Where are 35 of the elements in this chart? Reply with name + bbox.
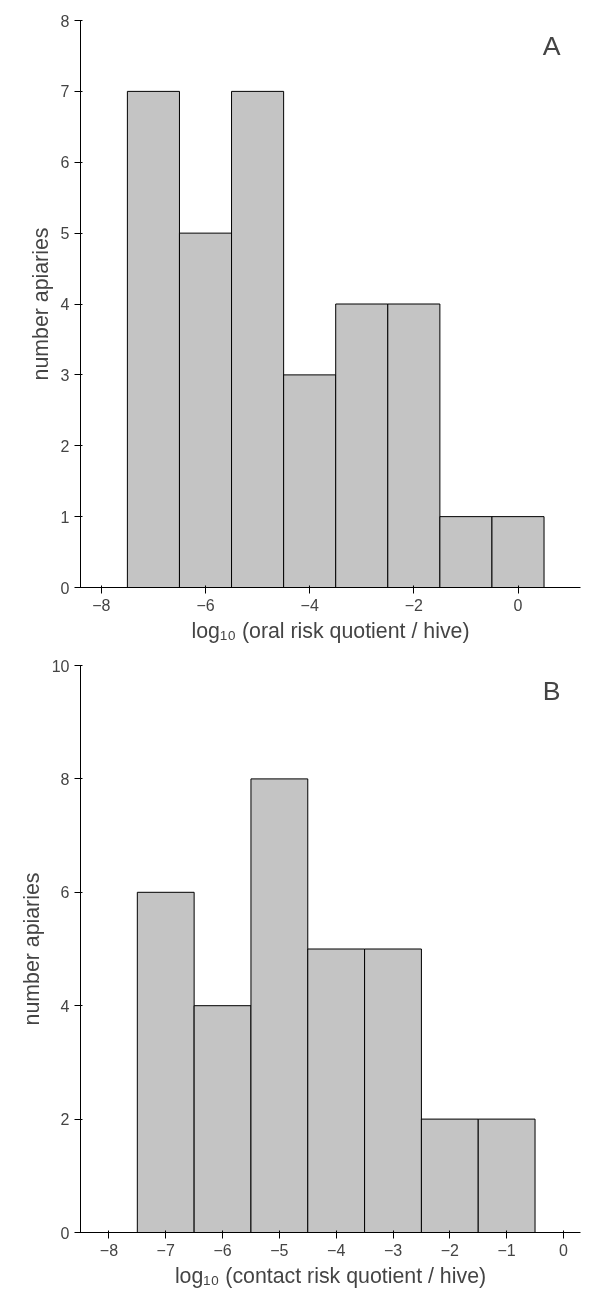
y-tick-label: 0: [60, 1224, 70, 1242]
annotation: B: [542, 675, 561, 706]
y-tick-label: 4: [60, 296, 70, 313]
x-tick-label: −4: [327, 1241, 346, 1259]
annotation: A: [542, 30, 561, 61]
y-tick-label: 0: [60, 579, 70, 597]
x-tick-label: −8: [99, 1241, 119, 1259]
y-axis-title: number apiaries: [19, 872, 44, 1026]
y-tick-label: 2: [60, 1111, 70, 1129]
x-tick-label: 0: [559, 1241, 569, 1259]
x-tick-label: −3: [383, 1241, 403, 1259]
y-tick-label: 5: [60, 225, 70, 243]
y-tick-label: 1: [60, 508, 70, 526]
y-tick-label: 8: [60, 770, 70, 788]
x-tick-label: −8: [92, 596, 111, 614]
y-tick-label: 6: [60, 884, 70, 902]
x-tick-label: −2: [440, 1241, 460, 1259]
y-axis-title: number apiaries: [28, 227, 53, 381]
x-tick-label: −1: [497, 1241, 516, 1259]
y-tick-label: 7: [60, 83, 70, 101]
y-tick-label: 6: [60, 154, 70, 172]
x-tick-label: −7: [156, 1241, 175, 1259]
x-tick-label: −2: [404, 596, 424, 614]
x-tick-label: −4: [300, 596, 319, 614]
x-tick-label: 0: [513, 596, 523, 614]
y-tick-label: 10: [51, 657, 70, 675]
y-tick-label: 2: [60, 437, 70, 455]
x-axis-title: log₁₀ (oral risk quotient / hive): [191, 618, 470, 643]
y-tick-label: 3: [60, 366, 70, 384]
x-tick-label: −6: [196, 596, 215, 614]
x-axis-title: log₁₀ (contact risk quotient / hive): [174, 1263, 487, 1288]
y-tick-label: 4: [60, 997, 70, 1015]
x-tick-label: −5: [270, 1241, 289, 1259]
x-tick-label: −6: [213, 1241, 232, 1259]
y-tick-label: 8: [60, 12, 70, 30]
